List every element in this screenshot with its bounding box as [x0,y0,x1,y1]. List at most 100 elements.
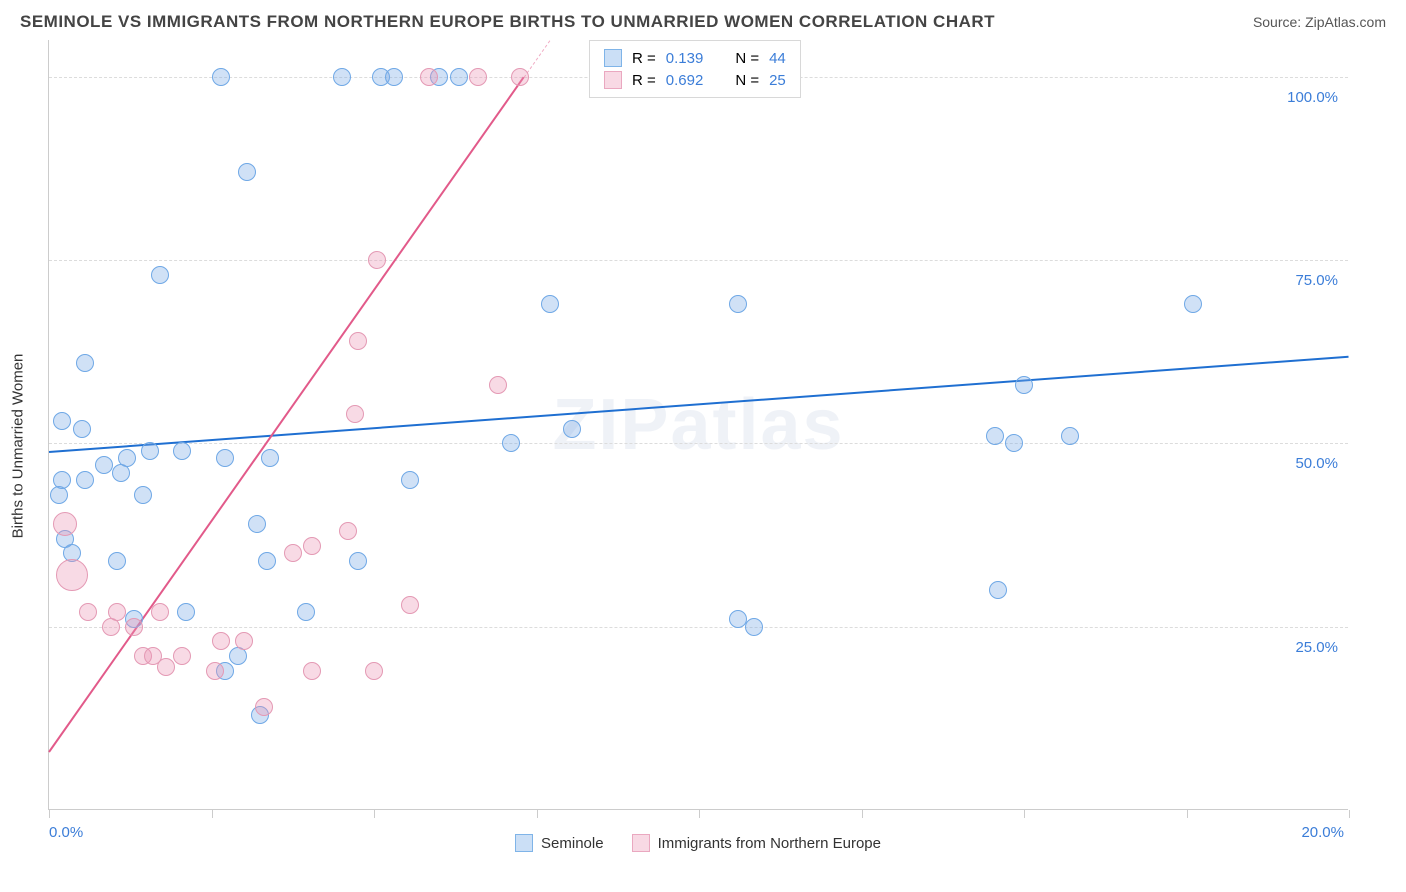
legend-label: Immigrants from Northern Europe [658,835,881,852]
legend-r-value: 0.692 [666,72,704,89]
gridline [49,260,1348,261]
correlation-legend: R = 0.139 N = 44 R = 0.692 N = 25 [589,40,801,98]
data-point [502,434,520,452]
data-point [333,68,351,86]
data-point [177,603,195,621]
data-point [238,163,256,181]
data-point [401,596,419,614]
data-point [489,376,507,394]
chart-header: SEMINOLE VS IMMIGRANTS FROM NORTHERN EUR… [0,0,1406,40]
data-point [73,420,91,438]
data-point [53,471,71,489]
y-axis-label: Births to Unmarried Women [10,354,27,539]
data-point [1061,427,1079,445]
gridline [49,627,1348,628]
data-point [297,603,315,621]
legend-n-label: N = [735,50,759,67]
y-tick-label: 25.0% [1295,639,1338,656]
data-point [212,632,230,650]
x-tick [212,810,213,818]
data-point [989,581,1007,599]
data-point [258,552,276,570]
legend-bottom: Seminole Immigrants from Northern Europe [48,834,1348,852]
legend-label: Seminole [541,835,604,852]
legend-swatch [604,49,622,67]
data-point [76,354,94,372]
data-point [261,449,279,467]
data-point [235,632,253,650]
x-tick [374,810,375,818]
legend-swatch [515,834,533,852]
source-label: Source: ZipAtlas.com [1253,14,1386,30]
data-point [1005,434,1023,452]
x-tick [699,810,700,818]
data-point [385,68,403,86]
data-point [541,295,559,313]
legend-r-value: 0.139 [666,50,704,67]
data-point [511,68,529,86]
data-point [729,295,747,313]
data-point [157,658,175,676]
x-tick [1024,810,1025,818]
data-point [986,427,1004,445]
data-point [173,647,191,665]
legend-n-value: 44 [769,50,786,67]
data-point [134,486,152,504]
data-point [420,68,438,86]
trend-line [49,355,1349,452]
legend-item: Immigrants from Northern Europe [632,834,881,852]
data-point [141,442,159,460]
data-point [206,662,224,680]
legend-n-value: 25 [769,72,786,89]
x-tick [862,810,863,818]
y-tick-label: 50.0% [1295,455,1338,472]
data-point [349,332,367,350]
data-point [53,412,71,430]
data-point [346,405,364,423]
data-point [53,512,77,536]
legend-r-label: R = [632,50,656,67]
data-point [255,698,273,716]
data-point [151,266,169,284]
x-tick [1187,810,1188,818]
legend-n-label: N = [735,72,759,89]
legend-swatch [632,834,650,852]
data-point [56,559,88,591]
plot-area: ZIPatlas 25.0%50.0%75.0%100.0%0.0%20.0%R… [48,40,1348,810]
data-point [125,618,143,636]
data-point [349,552,367,570]
data-point [248,515,266,533]
y-tick-label: 75.0% [1295,272,1338,289]
data-point [118,449,136,467]
data-point [368,251,386,269]
data-point [450,68,468,86]
gridline [49,443,1348,444]
correlation-legend-row: R = 0.139 N = 44 [604,47,786,69]
data-point [563,420,581,438]
data-point [303,537,321,555]
data-point [284,544,302,562]
y-tick-label: 100.0% [1287,89,1338,106]
data-point [173,442,191,460]
legend-swatch [604,71,622,89]
data-point [151,603,169,621]
x-tick [537,810,538,818]
data-point [469,68,487,86]
legend-item: Seminole [515,834,604,852]
data-point [401,471,419,489]
data-point [365,662,383,680]
data-point [303,662,321,680]
chart-container: Births to Unmarried Women ZIPatlas 25.0%… [0,40,1406,852]
x-tick [1349,810,1350,818]
chart-title: SEMINOLE VS IMMIGRANTS FROM NORTHERN EUR… [20,12,995,32]
data-point [108,552,126,570]
data-point [1184,295,1202,313]
data-point [212,68,230,86]
data-point [76,471,94,489]
data-point [339,522,357,540]
legend-r-label: R = [632,72,656,89]
data-point [745,618,763,636]
x-tick [49,810,50,818]
correlation-legend-row: R = 0.692 N = 25 [604,69,786,91]
data-point [79,603,97,621]
